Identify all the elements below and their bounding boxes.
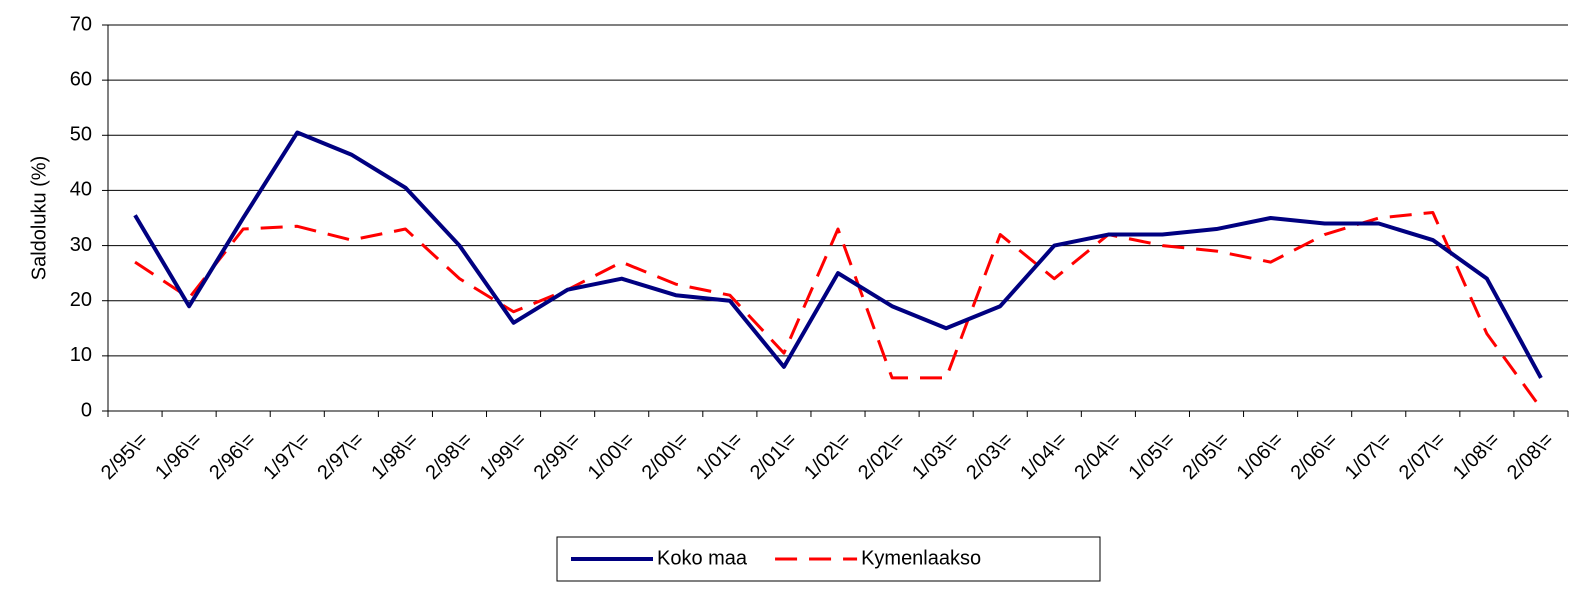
- y-tick-label: 60: [70, 68, 92, 90]
- y-tick-label: 10: [70, 344, 92, 366]
- x-tick-label: 1/99\=: [476, 429, 531, 484]
- x-tick-label: 1/02\=: [800, 429, 855, 484]
- x-tick-label: 2/08\=: [1503, 429, 1558, 484]
- x-tick-label: 2/03\=: [962, 429, 1017, 484]
- x-tick-label: 1/00\=: [584, 429, 639, 484]
- x-tick-label: 2/07\=: [1395, 429, 1450, 484]
- x-tick-label: 2/04\=: [1070, 429, 1125, 484]
- x-tick-label: 2/98\=: [421, 429, 476, 484]
- y-tick-label: 40: [70, 179, 92, 201]
- y-axis-label: Saldoluku (%): [28, 156, 50, 281]
- x-tick-label: 2/06\=: [1287, 429, 1342, 484]
- x-tick-label: 1/08\=: [1449, 429, 1504, 484]
- y-tick-label: 50: [70, 124, 92, 146]
- x-tick-label: 1/06\=: [1233, 429, 1288, 484]
- x-tick-label: 2/99\=: [530, 429, 585, 484]
- x-tick-label: 1/96\=: [151, 429, 206, 484]
- x-tick-label: 1/97\=: [259, 429, 314, 484]
- x-tick-label: 2/97\=: [313, 429, 368, 484]
- x-tick-label: 1/03\=: [908, 429, 963, 484]
- data-line: [134, 210, 1543, 410]
- y-tick-label: 30: [70, 234, 92, 256]
- x-tick-label: 1/98\=: [367, 429, 422, 484]
- x-tick-label: 2/95\=: [97, 429, 152, 484]
- x-tick-label: 1/01\=: [692, 429, 747, 484]
- x-tick-label: 2/96\=: [205, 429, 260, 484]
- y-tick-label: 20: [70, 289, 92, 311]
- y-tick-label: 70: [70, 13, 92, 35]
- x-tick-label: 2/00\=: [638, 429, 693, 484]
- legend-label: Kymenlaakso: [861, 547, 981, 569]
- data-line: [133, 130, 1543, 379]
- x-tick-label: 2/05\=: [1179, 429, 1234, 484]
- x-tick-label: 2/02\=: [854, 429, 909, 484]
- x-tick-label: 1/04\=: [1016, 429, 1071, 484]
- x-tick-label: 1/05\=: [1124, 429, 1179, 484]
- x-tick-label: 1/07\=: [1341, 429, 1396, 484]
- y-tick-label: 0: [81, 399, 92, 421]
- x-tick-label: 2/01\=: [746, 429, 801, 484]
- legend-label: Koko maa: [657, 547, 748, 569]
